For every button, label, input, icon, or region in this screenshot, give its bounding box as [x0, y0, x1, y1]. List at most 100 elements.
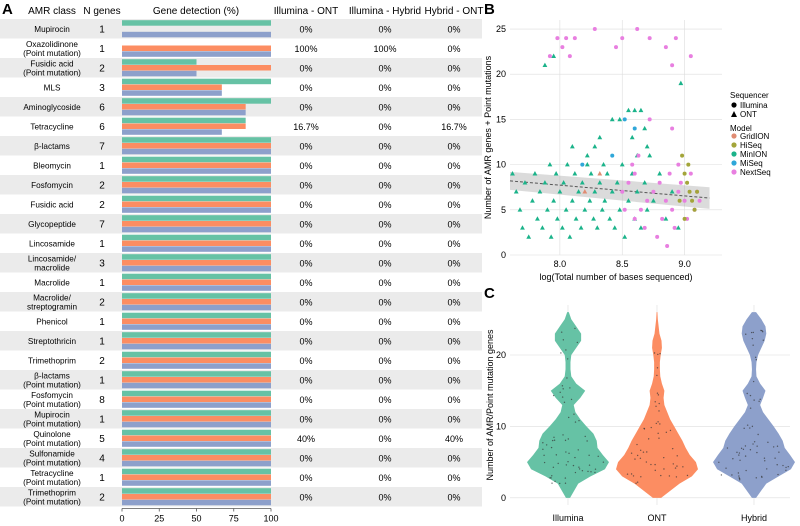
point-nextseq [670, 63, 675, 68]
point-minion [663, 216, 669, 221]
point-miseq [610, 153, 615, 158]
amr-class-label: Trimethoprim [28, 488, 76, 497]
detection-bar-hybrid [122, 304, 271, 311]
violin-jitter-point [658, 410, 660, 412]
point-minion [551, 53, 557, 58]
detection-header: Gene detection (%) [153, 6, 239, 17]
bar-axis-tick-label: 100 [263, 514, 278, 524]
point-minion [517, 207, 523, 212]
violin-jitter-point [543, 454, 545, 457]
amr-class-sublabel: (Point mutation) [23, 458, 81, 467]
point-minion [592, 189, 598, 194]
n-genes-value: 1 [99, 161, 105, 172]
violin-jitter-point [656, 374, 658, 377]
point-gridion [597, 171, 603, 176]
violin-jitter-point [787, 465, 789, 468]
detection-bar-illumina [122, 410, 271, 416]
detection-bar-hybrid [122, 109, 246, 116]
legend-ont: ONT [740, 110, 757, 119]
hybrid-ont-value: 0% [447, 473, 460, 483]
violin-jitter-point [772, 446, 775, 448]
illumina-ont-value: 0% [299, 161, 312, 171]
violin-jitter-point [752, 380, 755, 383]
point-minion [638, 225, 644, 230]
illumina-hybrid-value: 0% [378, 473, 391, 483]
scatter-y-tick-label: 25 [496, 24, 506, 34]
illumina-hybrid-value: 0% [378, 180, 391, 190]
bar-axis-tick-label: 50 [191, 514, 201, 524]
trend-confidence-band [510, 171, 710, 209]
illumina-hybrid-value: 0% [378, 141, 391, 151]
detection-bar-ont [122, 240, 271, 246]
violin-jitter-point [674, 467, 677, 469]
illumina-hybrid-value: 0% [378, 297, 391, 307]
point-minion [532, 171, 538, 176]
violin-jitter-point [636, 443, 638, 446]
violin-jitter-point [776, 464, 778, 466]
amr-class-label: Macrolide/ [33, 293, 71, 302]
violin-jitter-point [745, 469, 747, 472]
point-minion [599, 207, 605, 212]
violin-jitter-point [654, 469, 656, 472]
detection-bar-hybrid [122, 148, 271, 155]
violin-jitter-point [759, 398, 761, 401]
detection-bar-hybrid [122, 70, 197, 77]
detection-bar-ont [122, 182, 271, 188]
illumina-ont-value: 0% [299, 83, 312, 93]
violin-jitter-point [782, 464, 784, 467]
point-minion [629, 134, 635, 140]
violin-jitter-point [564, 482, 567, 484]
violin-jitter-point [568, 452, 570, 454]
point-nextseq [630, 162, 635, 167]
detection-bar-illumina [122, 254, 271, 260]
illumina-hybrid-value: 0% [378, 395, 391, 405]
violin-jitter-point [757, 433, 759, 436]
illumina-hybrid-header: Illumina - Hybrid [349, 6, 421, 17]
violin-jitter-point [756, 445, 758, 447]
point-nextseq [638, 207, 643, 212]
violin-jitter-point [587, 470, 589, 473]
detection-bar-hybrid [122, 129, 222, 135]
violin-jitter-point [650, 463, 652, 466]
amr-class-label: Quinolone [33, 430, 71, 439]
amr-class-label: MLS [44, 83, 61, 92]
illumina-ont-value: 0% [299, 63, 312, 73]
violin-jitter-point [753, 441, 756, 443]
point-hiseq [685, 180, 690, 185]
detection-bar-illumina [122, 137, 271, 143]
illumina-hybrid-value: 0% [378, 83, 391, 93]
violin-jitter-point [559, 482, 561, 485]
violin-jitter-point [760, 329, 762, 332]
violin-jitter-point [656, 367, 659, 369]
hybrid-ont-value: 0% [447, 336, 460, 346]
violin-jitter-point [755, 477, 757, 479]
point-nextseq [657, 180, 662, 185]
scatter-plot-area [510, 20, 722, 255]
amr-class-label: Glycopeptide [28, 220, 76, 229]
detection-bar-illumina [122, 78, 271, 85]
scatter-y-tick-label: 0 [501, 250, 506, 260]
violin-jitter-point [542, 442, 544, 444]
illumina-hybrid-value: 0% [378, 375, 391, 385]
amr-class-sublabel: (Point mutation) [23, 419, 81, 428]
violin-jitter-point [577, 449, 579, 451]
legend-circle-marker [731, 102, 737, 108]
amr-class-label: Fosfomycin [31, 391, 73, 400]
point-minion [619, 162, 625, 167]
point-minion [675, 225, 681, 230]
violin-jitter-point [639, 457, 642, 459]
violin-jitter-point [552, 466, 555, 468]
violin-jitter-point [761, 330, 763, 332]
amr-class-sublabel: (Point mutation) [23, 380, 81, 389]
point-minion [579, 180, 585, 185]
scatter-y-axis-label: Number of AMR genes + Point mutations [483, 55, 493, 219]
panel-c-label: C [484, 285, 495, 302]
point-minion [594, 225, 600, 230]
point-minion [642, 125, 648, 131]
detection-bar-illumina [122, 371, 271, 377]
violin-jitter-point [639, 449, 642, 451]
hybrid-ont-value: 0% [447, 453, 460, 463]
violin-jitter-point [562, 388, 564, 390]
amr-class-label: Tetracycline [30, 122, 74, 131]
violin-jitter-point [626, 473, 629, 475]
